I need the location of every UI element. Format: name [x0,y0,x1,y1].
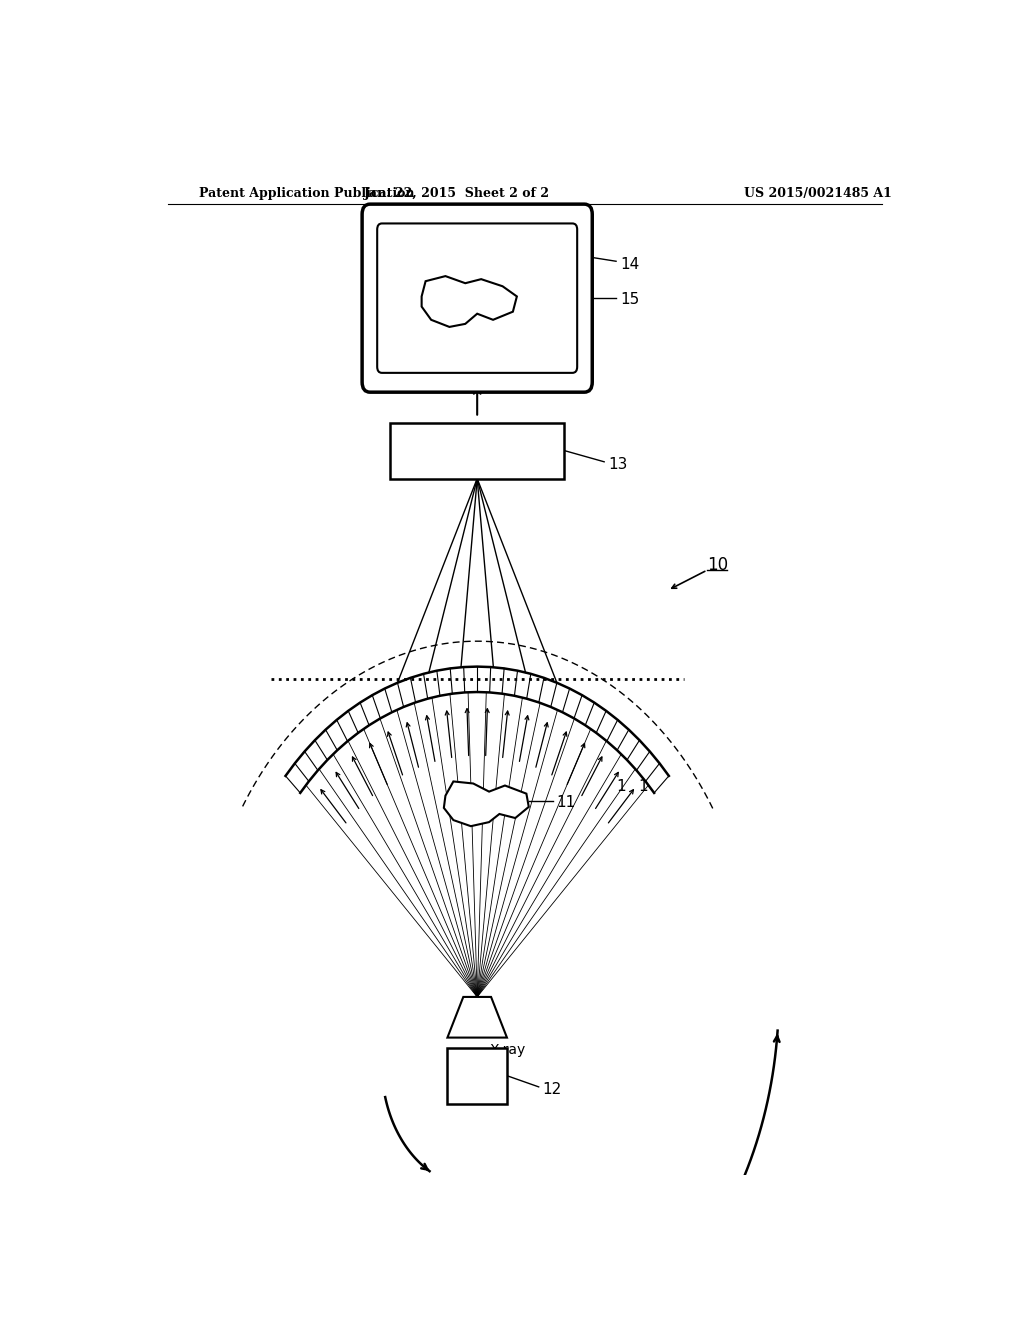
Text: 11: 11 [557,795,575,810]
Bar [390,422,564,479]
Bar [447,1048,507,1104]
Text: X-ray: X-ray [489,1043,525,1057]
Text: Jan. 22, 2015  Sheet 2 of 2: Jan. 22, 2015 Sheet 2 of 2 [365,187,550,201]
Text: 12: 12 [543,1082,562,1097]
Text: 1: 1 [639,779,648,793]
Text: 15: 15 [620,292,639,308]
Text: 1: 1 [616,779,626,793]
Text: FIG.  3: FIG. 3 [414,226,541,264]
Text: Patent Application Publication: Patent Application Publication [200,187,415,201]
Text: US 2015/0021485 A1: US 2015/0021485 A1 [744,187,892,201]
Text: 14: 14 [620,257,639,272]
FancyBboxPatch shape [362,205,592,392]
Text: 13: 13 [608,457,628,473]
Polygon shape [443,781,528,826]
FancyBboxPatch shape [377,223,578,372]
Polygon shape [422,276,517,327]
Text: 10: 10 [708,556,728,574]
Polygon shape [447,997,507,1038]
